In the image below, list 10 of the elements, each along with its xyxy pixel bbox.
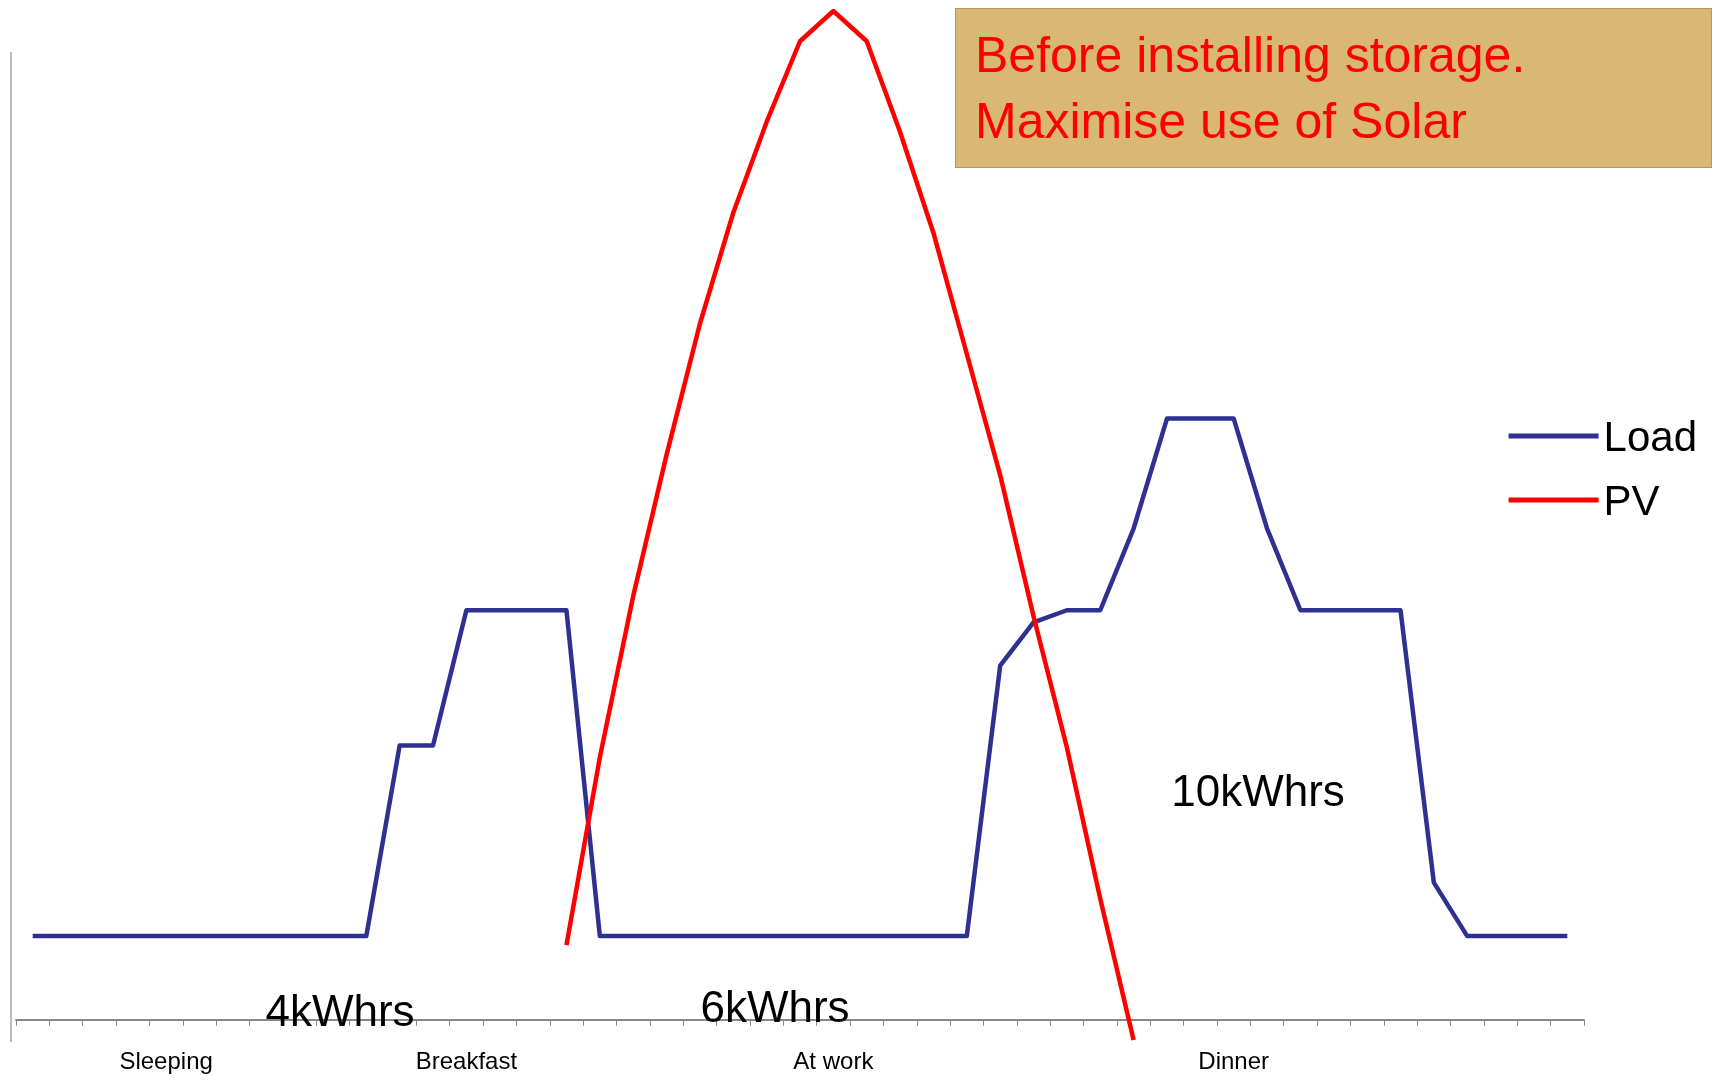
x-tick-label: At work	[793, 1046, 875, 1074]
x-tick-label: Breakfast	[415, 1046, 518, 1074]
annotation: 6kWhrs	[700, 981, 850, 1031]
x-tick-label: Dinner	[1198, 1046, 1270, 1074]
x-tick-label: Sleeping	[119, 1046, 213, 1074]
text: Before installing storage. Maximise use of Solar	[975, 27, 1526, 149]
legend-label: Load	[1603, 412, 1697, 460]
annotation: 10kWhrs	[1171, 765, 1345, 815]
legend-label: PV	[1603, 476, 1660, 524]
annotation: 4kWhrs	[265, 985, 415, 1035]
